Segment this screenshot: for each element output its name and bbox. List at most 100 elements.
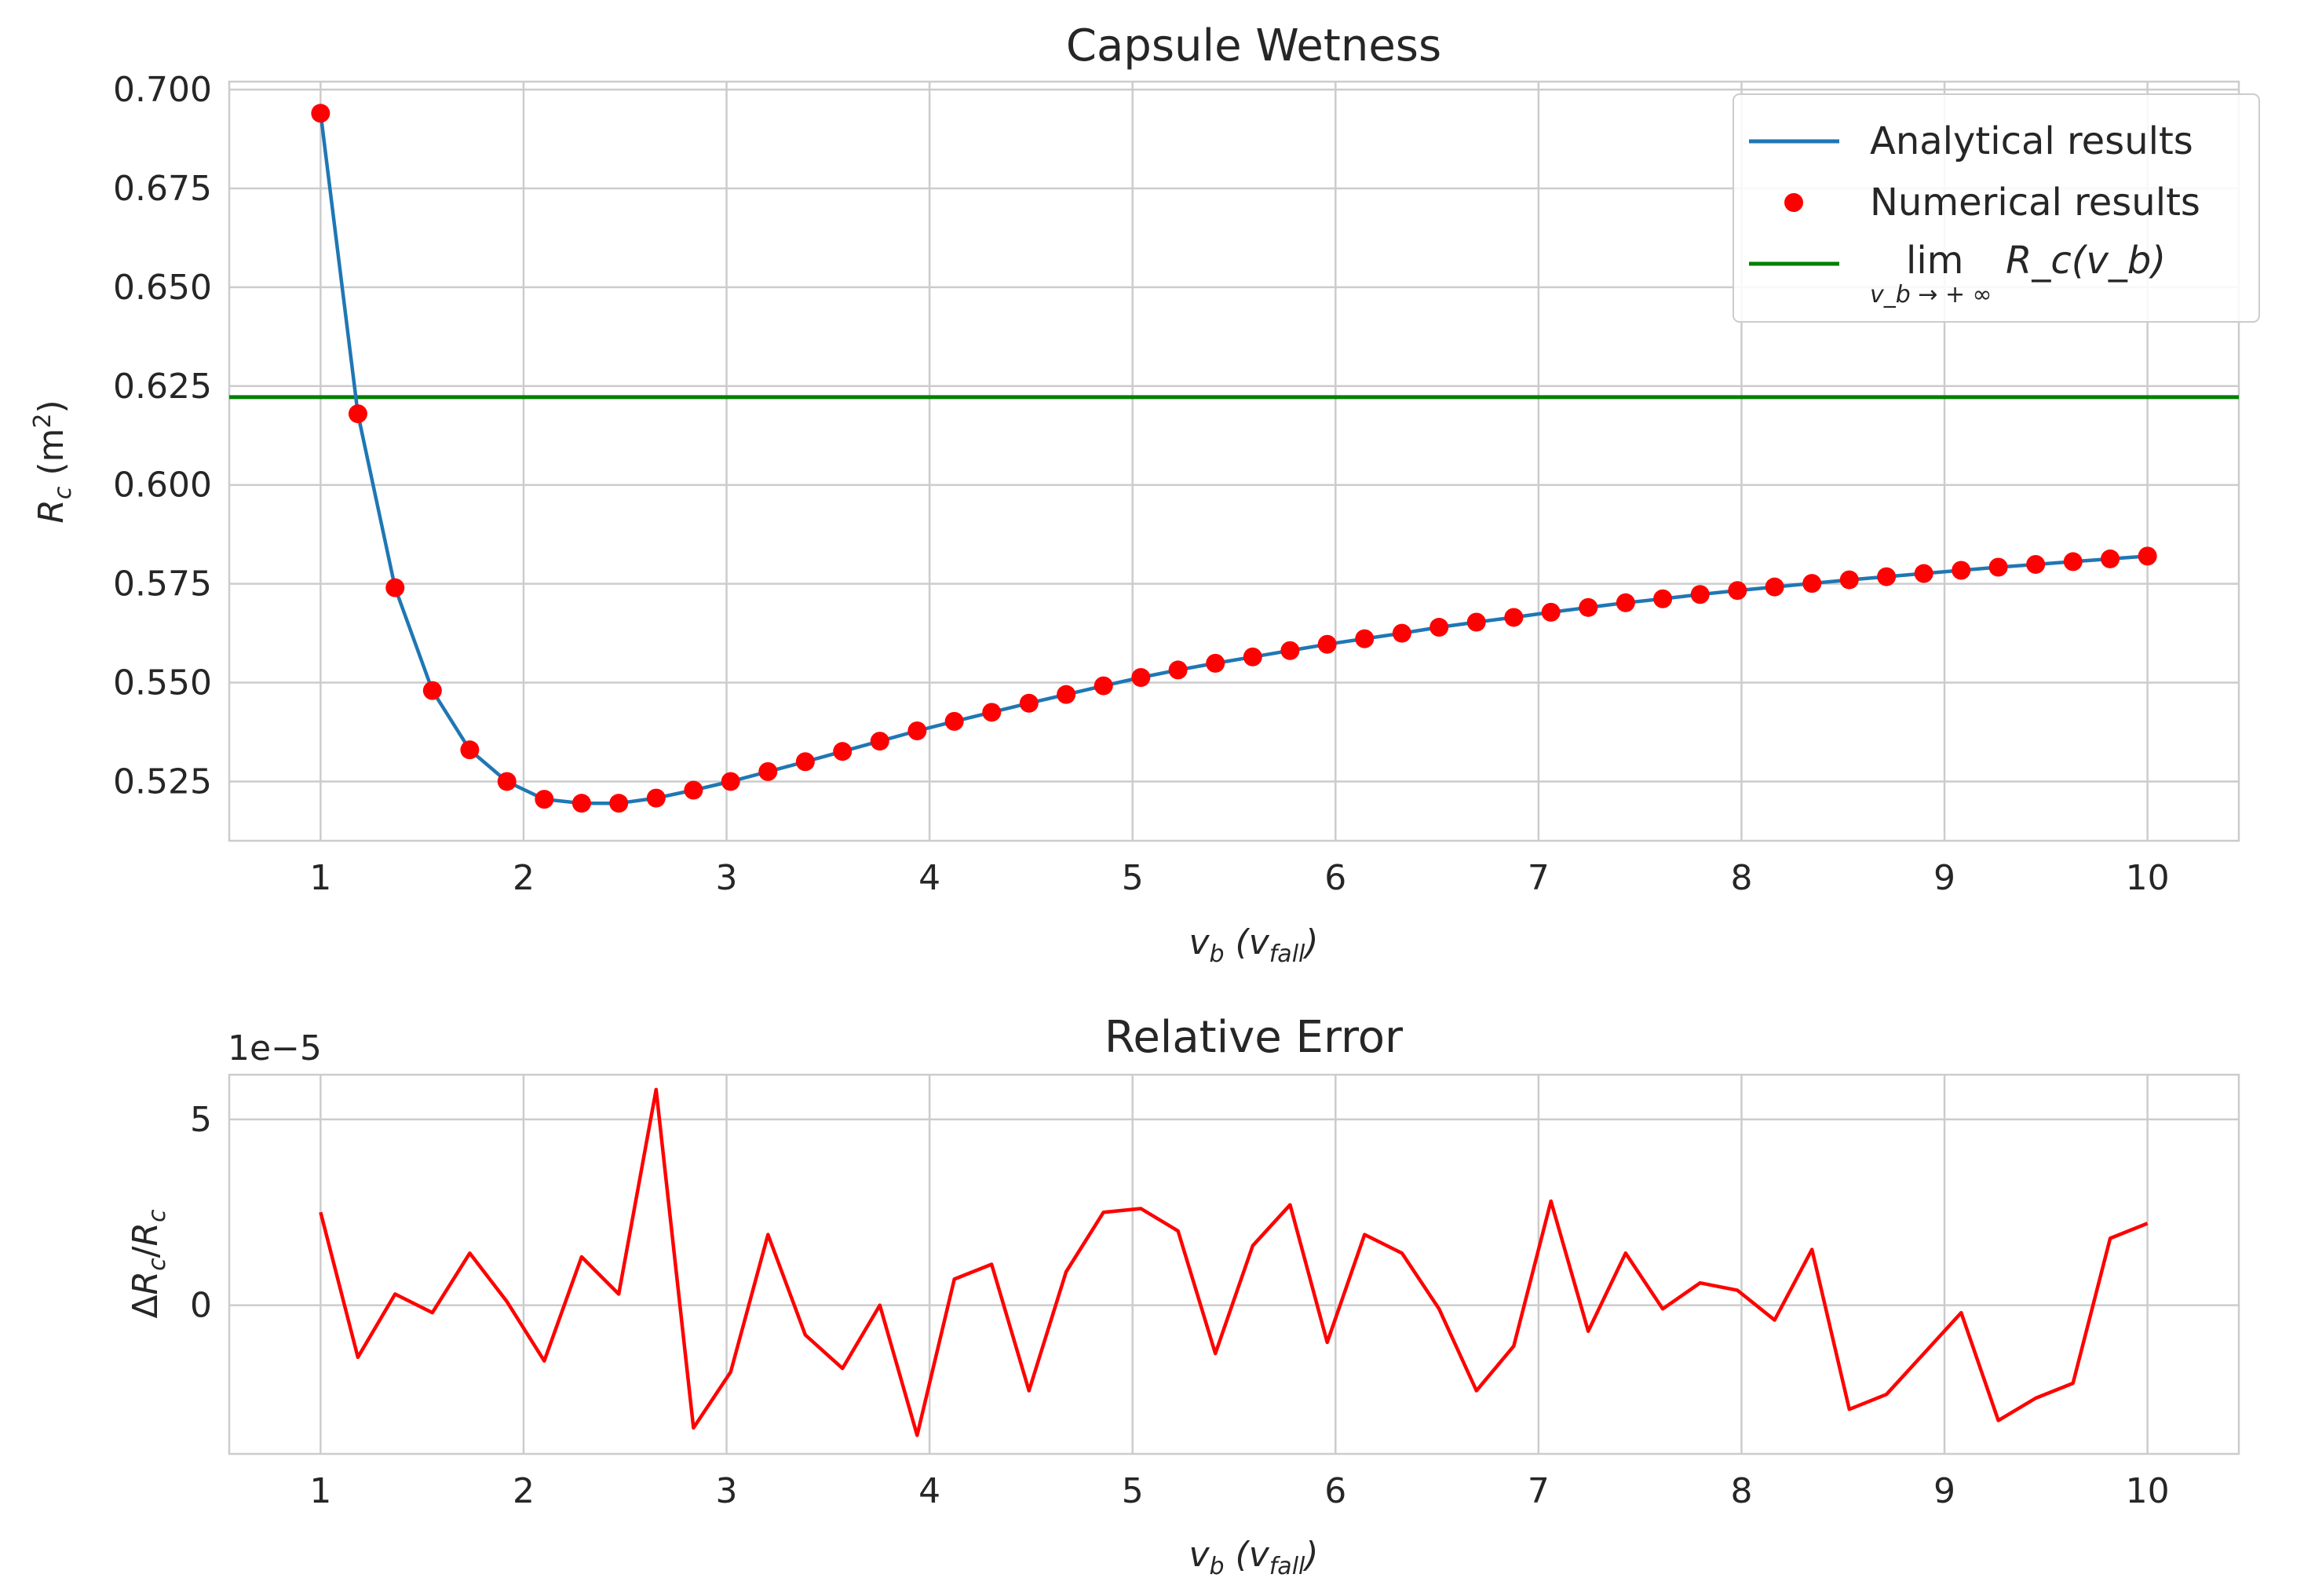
y-tick-label: 5 bbox=[190, 1100, 212, 1140]
scatter-point bbox=[1317, 634, 1337, 654]
scatter-point bbox=[795, 752, 815, 772]
top-panel: 1 2 3 4 5 6 7 8 9 10 0.525 0.550 0.575 0.600 0.625 0.65… bbox=[29, 20, 2260, 968]
scatter-point bbox=[721, 772, 740, 791]
legend-analytical-label: Analytical results bbox=[1870, 119, 2193, 163]
scatter-point bbox=[1541, 602, 1561, 622]
x-tick-label: 8 bbox=[1730, 858, 1752, 898]
y-tick-label: 0.650 bbox=[113, 268, 212, 308]
legend-box bbox=[1733, 93, 2260, 323]
scatter-point bbox=[1466, 612, 1486, 632]
bottom-x-label: vb (vfall) bbox=[1189, 1535, 1318, 1580]
top-y-label: Rc (m2) bbox=[29, 400, 77, 523]
y-tick-label: 0 bbox=[190, 1286, 212, 1326]
x-tick-label: 10 bbox=[2126, 858, 2170, 898]
y-tick-label: 0.525 bbox=[113, 761, 212, 802]
scatter-point bbox=[1690, 585, 1710, 604]
y-tick-label: 0.575 bbox=[113, 564, 212, 604]
scatter-point bbox=[311, 104, 330, 123]
legend-limit-sub: v_b → + ∞ bbox=[1870, 281, 1992, 309]
legend-numerical-swatch bbox=[1784, 193, 1803, 212]
y-tick-label: 0.700 bbox=[113, 70, 212, 110]
bottom-y-label: ΔRc/Rc bbox=[126, 1209, 171, 1319]
bottom-ticks: 1 2 3 4 5 6 7 8 9 10 0 5 bbox=[190, 1100, 2170, 1511]
scatter-point bbox=[1019, 693, 1039, 713]
top-ticks: 1 2 3 4 5 6 7 8 9 10 0.525 0.550 0.575 0.600 0.625 0.65… bbox=[113, 70, 2170, 898]
x-tick-label: 6 bbox=[1324, 858, 1346, 898]
series-line bbox=[319, 1087, 2149, 1437]
bottom-offset-text: 1e−5 bbox=[228, 1028, 322, 1068]
scatter-point bbox=[1094, 676, 1113, 696]
scatter-point bbox=[1653, 589, 1673, 608]
y-tick-label: 0.550 bbox=[113, 663, 212, 703]
x-tick-label: 9 bbox=[1933, 858, 1955, 898]
scatter-point bbox=[460, 740, 480, 760]
x-tick-label: 10 bbox=[2126, 1471, 2170, 1511]
scatter-point bbox=[1802, 574, 1822, 593]
x-tick-label: 5 bbox=[1122, 858, 1144, 898]
scatter-point bbox=[1877, 567, 1897, 586]
bottom-grid bbox=[229, 1075, 2239, 1454]
scatter-point bbox=[571, 794, 591, 813]
x-tick-label: 1 bbox=[309, 858, 331, 898]
x-tick-label: 5 bbox=[1122, 1471, 1144, 1511]
scatter-point bbox=[1952, 561, 1971, 580]
scatter-point bbox=[348, 404, 367, 424]
scatter-point bbox=[982, 703, 1002, 722]
x-tick-label: 9 bbox=[1933, 1471, 1955, 1511]
scatter-point bbox=[1168, 660, 1188, 680]
x-tick-label: 8 bbox=[1730, 1471, 1752, 1511]
top-title: Capsule Wetness bbox=[1066, 20, 1441, 71]
legend-numerical-label: Numerical results bbox=[1870, 181, 2200, 225]
y-tick-label: 0.675 bbox=[113, 169, 212, 209]
scatter-point bbox=[1504, 608, 1524, 627]
scatter-point bbox=[870, 732, 889, 751]
scatter-point bbox=[2026, 554, 2046, 574]
x-tick-label: 6 bbox=[1324, 1471, 1346, 1511]
scatter-point bbox=[497, 772, 517, 791]
scatter-point bbox=[535, 790, 554, 809]
y-tick-label: 0.625 bbox=[113, 367, 212, 407]
scatter-point bbox=[1243, 647, 1262, 667]
scatter-point bbox=[385, 578, 405, 597]
top-x-label: vb (vfall) bbox=[1189, 922, 1318, 968]
scatter-point bbox=[1988, 557, 2008, 577]
legend: Analytical results Numerical results lim… bbox=[1733, 93, 2260, 323]
scatter-point bbox=[1280, 641, 1300, 660]
x-tick-label: 2 bbox=[513, 1471, 535, 1511]
scatter-point bbox=[2101, 549, 2120, 568]
scatter-point bbox=[1914, 564, 1933, 583]
scatter-point bbox=[1355, 629, 1375, 648]
x-tick-label: 1 bbox=[309, 1471, 331, 1511]
x-tick-label: 2 bbox=[513, 858, 535, 898]
scatter-point bbox=[609, 794, 629, 813]
legend-limit-expr: R_c(v_b) bbox=[2006, 239, 2166, 283]
scatter-point bbox=[1057, 685, 1076, 704]
bottom-plot-area bbox=[228, 1073, 2240, 1455]
scatter-point bbox=[907, 721, 927, 740]
scatter-point bbox=[2063, 552, 2083, 572]
x-tick-label: 4 bbox=[918, 858, 940, 898]
scatter-point bbox=[1579, 597, 1598, 617]
scatter-point bbox=[422, 681, 442, 700]
scatter-point bbox=[2138, 546, 2157, 566]
scatter-point bbox=[944, 711, 964, 731]
bottom-panel: 1 2 3 4 5 6 7 8 9 10 0 5 Relative Error 1e−5 vb (vf… bbox=[126, 1012, 2240, 1580]
scatter-point bbox=[1765, 577, 1784, 597]
scatter-point bbox=[646, 788, 666, 808]
scatter-point bbox=[833, 742, 853, 761]
scatter-point bbox=[1392, 623, 1411, 643]
bottom-marks bbox=[319, 1087, 2149, 1437]
x-tick-label: 7 bbox=[1528, 1471, 1550, 1511]
x-tick-label: 3 bbox=[716, 858, 738, 898]
top-marks bbox=[229, 104, 2239, 813]
x-tick-label: 4 bbox=[918, 1471, 940, 1511]
legend-limit-lim: lim bbox=[1906, 239, 1963, 283]
scatter-point bbox=[1430, 618, 1449, 637]
scatter-point bbox=[1839, 570, 1859, 590]
scatter-point bbox=[758, 761, 778, 781]
scatter-point bbox=[1728, 581, 1747, 601]
bottom-title: Relative Error bbox=[1105, 1012, 1404, 1063]
scatter-point bbox=[1206, 653, 1225, 673]
x-tick-label: 7 bbox=[1528, 858, 1550, 898]
